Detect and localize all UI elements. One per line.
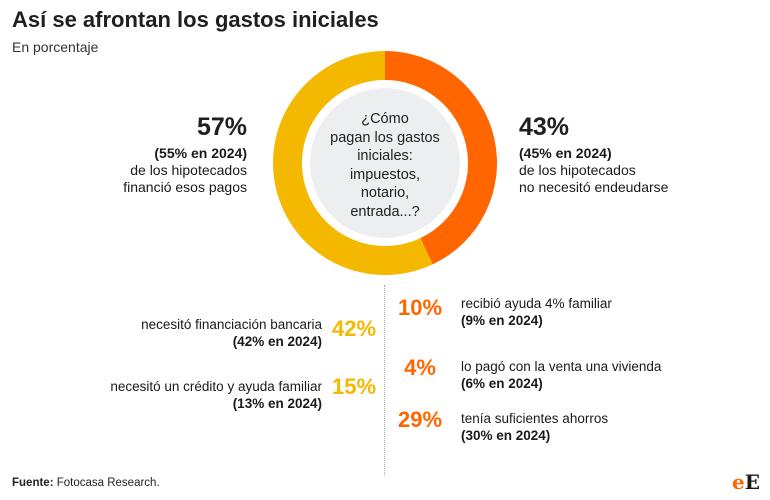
source-note: Fuente: Fotocasa Research.	[12, 477, 160, 489]
breakdown-pct-credit-family: 15%	[332, 374, 377, 399]
breakdown-pct-home-sale: 4%	[404, 355, 436, 380]
center-line: impuestos,	[349, 166, 421, 183]
center-line: entrada...?	[350, 203, 420, 220]
center-line: iniciales:	[357, 148, 413, 164]
financed-prev: (55% en 2024)	[154, 145, 247, 161]
not-financed-prev: (45% en 2024)	[519, 145, 612, 161]
breakdown-prev: (13% en 2024)	[232, 396, 322, 411]
breakdown-prev: (9% en 2024)	[461, 313, 543, 328]
publisher-logo: eE	[732, 470, 760, 494]
financed-summary: 57% (55% en 2024) de los hipotecados fin…	[123, 113, 247, 196]
not-financed-desc-2: no necesitó endeudarse	[519, 179, 669, 195]
page-subtitle: En porcentaje	[12, 39, 99, 55]
breakdown-label: necesitó financiación bancaria	[141, 317, 322, 332]
financed-pct: 57%	[196, 113, 247, 141]
breakdown-label: tenía suficientes ahorros	[461, 411, 609, 426]
source-label: Fuente:	[12, 477, 54, 489]
breakdown-prev: (6% en 2024)	[461, 376, 543, 391]
breakdown-divider	[384, 285, 385, 475]
breakdown-item-bank: necesitó financiación bancaria (42% en 2…	[141, 316, 322, 350]
not-financed-pct: 43%	[519, 113, 570, 141]
breakdown-label: lo pagó con la venta una vivienda	[461, 359, 662, 374]
not-financed-summary: 43% (45% en 2024) de los hipotecados no …	[519, 113, 668, 196]
breakdown-label: necesitó un crédito y ayuda familiar	[110, 379, 322, 394]
breakdown-item-credit-family: necesitó un crédito y ayuda familiar (13…	[110, 378, 322, 412]
financed-desc-1: de los hipotecados	[130, 162, 247, 178]
center-line: pagan los gastos	[330, 129, 440, 146]
breakdown-pct-family-help: 10%	[397, 295, 443, 320]
donut-center-question: ¿Cómo pagan los gastos iniciales: impues…	[323, 110, 447, 221]
breakdown-pct-savings: 29%	[397, 407, 443, 432]
donut-slice-not-financed	[385, 51, 498, 265]
breakdown-item-family-help: recibió ayuda 4% familiar (9% en 2024)	[461, 295, 612, 329]
breakdown-item-home-sale: lo pagó con la venta una vivienda (6% en…	[461, 358, 661, 392]
center-line: ¿Cómo	[361, 111, 409, 127]
breakdown-prev: (30% en 2024)	[461, 428, 551, 443]
page-title: Así se afrontan los gastos iniciales	[12, 7, 379, 32]
donut-center	[310, 88, 460, 238]
financed-desc-2: financió esos pagos	[123, 179, 247, 195]
breakdown-label: recibió ayuda 4% familiar	[461, 296, 612, 311]
breakdown-item-savings: tenía suficientes ahorros (30% en 2024)	[461, 410, 608, 444]
breakdown-pct-bank: 42%	[332, 316, 377, 341]
breakdown-prev: (42% en 2024)	[232, 334, 322, 349]
donut-slice-financed	[273, 51, 433, 275]
not-financed-desc-1: de los hipotecados	[519, 162, 636, 178]
source-text: Fotocasa Research.	[53, 477, 160, 489]
center-line: notario,	[360, 185, 410, 201]
